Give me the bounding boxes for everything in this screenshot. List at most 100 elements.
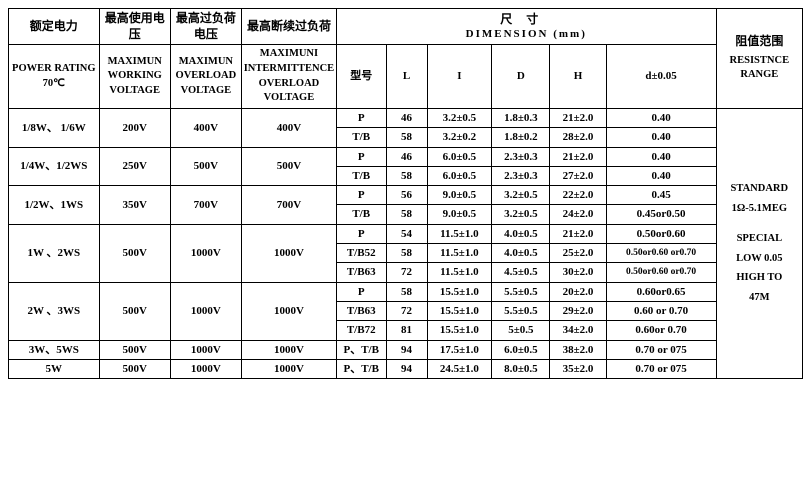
hdr-resistance: 阻值范围 RESISTNCE RANGE bbox=[716, 9, 802, 109]
cell-L: 54 bbox=[386, 224, 427, 243]
cell-I: 24.5±1.0 bbox=[427, 359, 492, 378]
res-line: LOW 0.05 bbox=[718, 249, 801, 269]
res-line: STANDARD bbox=[718, 179, 801, 199]
cell-power: 2W 、3WS bbox=[9, 282, 100, 340]
cell-H: 20±2.0 bbox=[550, 282, 606, 301]
cell-H: 29±2.0 bbox=[550, 301, 606, 320]
cell-model: P bbox=[336, 186, 386, 205]
cell-H: 27±2.0 bbox=[550, 166, 606, 185]
cell-v1: 500V bbox=[99, 224, 170, 282]
cell-d: 0.70 or 075 bbox=[606, 340, 716, 359]
cell-I: 6.0±0.5 bbox=[427, 166, 492, 185]
cell-d: 0.50or0.60 or0.70 bbox=[606, 263, 716, 282]
hdr-maxover-en: MAXIMUN OVERLOAD VOLTAGE bbox=[170, 45, 241, 109]
cell-L: 58 bbox=[386, 205, 427, 224]
cell-L: 81 bbox=[386, 321, 427, 340]
cell-v2: 1000V bbox=[170, 282, 241, 340]
cell-I: 15.5±1.0 bbox=[427, 301, 492, 320]
cell-I: 15.5±1.0 bbox=[427, 321, 492, 340]
cell-H: 38±2.0 bbox=[550, 340, 606, 359]
res-line: HIGH TO bbox=[718, 268, 801, 288]
hdr-maxwork-cn: 最高使用电压 bbox=[99, 9, 170, 45]
cell-D: 2.3±0.3 bbox=[492, 166, 550, 185]
cell-L: 94 bbox=[386, 359, 427, 378]
cell-v3: 1000V bbox=[241, 224, 336, 282]
hdr-I: I bbox=[427, 45, 492, 109]
cell-I: 3.2±0.2 bbox=[427, 128, 492, 147]
hdr-D: D bbox=[492, 45, 550, 109]
cell-model: T/B bbox=[336, 166, 386, 185]
cell-v2: 500V bbox=[170, 147, 241, 186]
cell-d: 0.40 bbox=[606, 166, 716, 185]
table-row: 5W 500V 1000V 1000V P、T/B 94 24.5±1.0 8.… bbox=[9, 359, 803, 378]
cell-L: 72 bbox=[386, 301, 427, 320]
res-line: 47M bbox=[718, 288, 801, 308]
cell-L: 56 bbox=[386, 186, 427, 205]
cell-D: 3.2±0.5 bbox=[492, 205, 550, 224]
hdr-res-en: RESISTNCE RANGE bbox=[718, 54, 801, 83]
cell-I: 11.5±1.0 bbox=[427, 244, 492, 263]
cell-L: 58 bbox=[386, 244, 427, 263]
cell-v3: 700V bbox=[241, 186, 336, 225]
cell-model: T/B bbox=[336, 205, 386, 224]
cell-D: 3.2±0.5 bbox=[492, 186, 550, 205]
cell-power: 3W、5WS bbox=[9, 340, 100, 359]
cell-v2: 1000V bbox=[170, 340, 241, 359]
cell-model: P bbox=[336, 282, 386, 301]
hdr-d: d±0.05 bbox=[606, 45, 716, 109]
cell-D: 4.0±0.5 bbox=[492, 224, 550, 243]
cell-model: T/B52 bbox=[336, 244, 386, 263]
cell-H: 28±2.0 bbox=[550, 128, 606, 147]
cell-v2: 700V bbox=[170, 186, 241, 225]
cell-I: 17.5±1.0 bbox=[427, 340, 492, 359]
cell-H: 34±2.0 bbox=[550, 321, 606, 340]
dim-title-en: DIMENSION (mm) bbox=[338, 27, 715, 41]
cell-H: 25±2.0 bbox=[550, 244, 606, 263]
table-row: 2W 、3WS 500V 1000V 1000V P 58 15.5±1.0 5… bbox=[9, 282, 803, 301]
cell-d: 0.50or0.60 or0.70 bbox=[606, 244, 716, 263]
cell-model: T/B63 bbox=[336, 301, 386, 320]
cell-model: T/B63 bbox=[336, 263, 386, 282]
table-row: 1/4W、1/2WS 250V 500V 500V P 46 6.0±0.5 2… bbox=[9, 147, 803, 166]
hdr-power-cn: 额定电力 bbox=[9, 9, 100, 45]
cell-d: 0.45 bbox=[606, 186, 716, 205]
hdr-dimension: 尺寸 DIMENSION (mm) bbox=[336, 9, 716, 45]
cell-v3: 400V bbox=[241, 108, 336, 147]
table-row: 1/8W、 1/6W 200V 400V 400V P 46 3.2±0.5 1… bbox=[9, 108, 803, 127]
cell-L: 46 bbox=[386, 147, 427, 166]
cell-I: 3.2±0.5 bbox=[427, 108, 492, 127]
cell-v1: 500V bbox=[99, 359, 170, 378]
cell-H: 24±2.0 bbox=[550, 205, 606, 224]
res-gap bbox=[718, 219, 801, 229]
cell-D: 1.8±0.3 bbox=[492, 108, 550, 127]
cell-D: 8.0±0.5 bbox=[492, 359, 550, 378]
cell-v1: 500V bbox=[99, 282, 170, 340]
cell-I: 15.5±1.0 bbox=[427, 282, 492, 301]
cell-resistance: STANDARD 1Ω-5.1MEG SPECIAL LOW 0.05 HIGH… bbox=[716, 108, 802, 378]
cell-v3: 1000V bbox=[241, 359, 336, 378]
cell-power: 1/2W、1WS bbox=[9, 186, 100, 225]
res-line: 1Ω-5.1MEG bbox=[718, 199, 801, 219]
hdr-H: H bbox=[550, 45, 606, 109]
cell-D: 4.5±0.5 bbox=[492, 263, 550, 282]
cell-d: 0.60or 0.70 bbox=[606, 321, 716, 340]
cell-D: 5.5±0.5 bbox=[492, 301, 550, 320]
cell-L: 58 bbox=[386, 128, 427, 147]
cell-v1: 250V bbox=[99, 147, 170, 186]
cell-D: 4.0±0.5 bbox=[492, 244, 550, 263]
cell-d: 0.60or0.65 bbox=[606, 282, 716, 301]
cell-H: 22±2.0 bbox=[550, 186, 606, 205]
hdr-model: 型号 bbox=[336, 45, 386, 109]
cell-L: 72 bbox=[386, 263, 427, 282]
cell-H: 30±2.0 bbox=[550, 263, 606, 282]
cell-D: 6.0±0.5 bbox=[492, 340, 550, 359]
cell-v3: 500V bbox=[241, 147, 336, 186]
res-line: SPECIAL bbox=[718, 229, 801, 249]
hdr-maxint-en: MAXIMUNI INTERMITTENCE OVERLOAD VOLTAGE bbox=[241, 45, 336, 109]
cell-H: 21±2.0 bbox=[550, 224, 606, 243]
cell-D: 5.5±0.5 bbox=[492, 282, 550, 301]
cell-v1: 200V bbox=[99, 108, 170, 147]
table-row: 3W、5WS 500V 1000V 1000V P、T/B 94 17.5±1.… bbox=[9, 340, 803, 359]
cell-L: 46 bbox=[386, 108, 427, 127]
table-row: 1W 、2WS 500V 1000V 1000V P 54 11.5±1.0 4… bbox=[9, 224, 803, 243]
